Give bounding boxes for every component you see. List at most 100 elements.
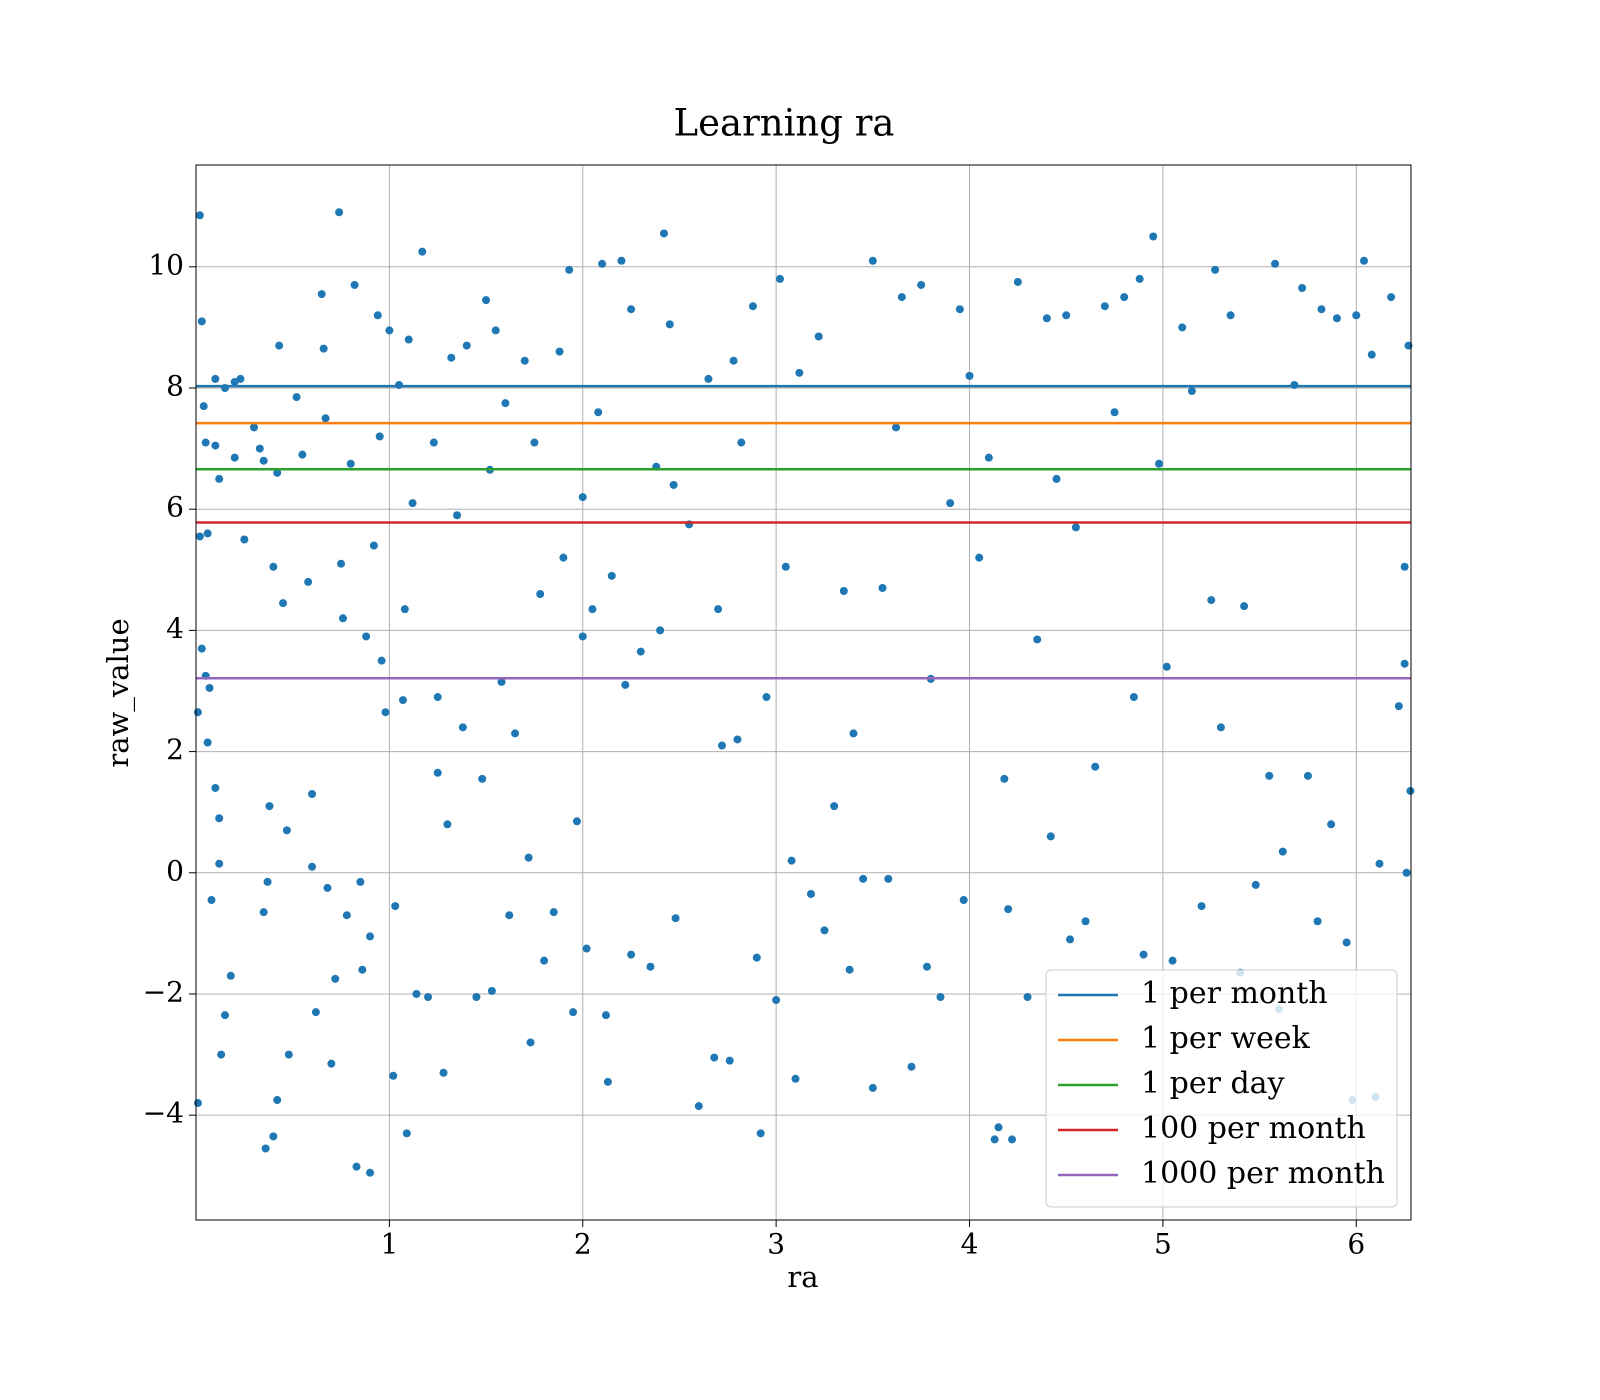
point bbox=[205, 683, 214, 692]
point bbox=[265, 802, 274, 811]
point bbox=[694, 1102, 703, 1111]
point bbox=[795, 368, 804, 377]
point bbox=[578, 632, 587, 641]
point bbox=[710, 1053, 719, 1062]
point bbox=[453, 511, 462, 520]
point bbox=[868, 1083, 877, 1092]
point bbox=[1240, 602, 1249, 611]
point bbox=[424, 993, 433, 1002]
point bbox=[756, 1129, 765, 1138]
point bbox=[1207, 596, 1216, 605]
point bbox=[511, 729, 520, 738]
point bbox=[1139, 950, 1148, 959]
point bbox=[282, 826, 291, 835]
point bbox=[603, 1077, 612, 1086]
point bbox=[402, 1129, 411, 1138]
point bbox=[439, 1068, 448, 1077]
point bbox=[1129, 693, 1138, 702]
point bbox=[308, 790, 317, 799]
point bbox=[240, 535, 249, 544]
point bbox=[868, 256, 877, 265]
point bbox=[433, 768, 442, 777]
point bbox=[1352, 311, 1361, 320]
point bbox=[1000, 774, 1009, 783]
point bbox=[369, 541, 378, 550]
point bbox=[482, 296, 491, 305]
point bbox=[965, 371, 974, 380]
point bbox=[193, 1099, 202, 1108]
point bbox=[1375, 859, 1384, 868]
point bbox=[588, 605, 597, 614]
point bbox=[1303, 771, 1312, 780]
point bbox=[1313, 917, 1322, 926]
point bbox=[385, 326, 394, 335]
point bbox=[331, 974, 340, 983]
point bbox=[362, 632, 371, 641]
point bbox=[458, 723, 467, 732]
point bbox=[1327, 820, 1336, 829]
point bbox=[342, 911, 351, 920]
point bbox=[725, 1056, 734, 1065]
point bbox=[781, 562, 790, 571]
y-axis-label: raw_value bbox=[101, 618, 136, 767]
point bbox=[555, 347, 564, 356]
point bbox=[418, 247, 427, 256]
point bbox=[255, 444, 264, 453]
y-tick-label: −2 bbox=[143, 975, 184, 1008]
point bbox=[487, 986, 496, 995]
point bbox=[472, 993, 481, 1002]
point bbox=[412, 989, 421, 998]
point bbox=[1120, 293, 1129, 302]
point bbox=[356, 877, 365, 886]
point bbox=[1197, 902, 1206, 911]
x-tick-label: 3 bbox=[767, 1228, 785, 1261]
point bbox=[859, 874, 868, 883]
point bbox=[1149, 232, 1158, 241]
x-tick-label: 2 bbox=[574, 1228, 592, 1261]
point bbox=[250, 423, 259, 432]
y-tick-label: 6 bbox=[166, 491, 184, 524]
point bbox=[621, 680, 630, 689]
point bbox=[922, 962, 931, 971]
point bbox=[748, 302, 757, 311]
point bbox=[259, 456, 268, 465]
plot-frame bbox=[195, 164, 1412, 1221]
point bbox=[704, 374, 713, 383]
point bbox=[1162, 662, 1171, 671]
point bbox=[1100, 302, 1109, 311]
legend-label: 1 per day bbox=[1141, 1066, 1285, 1101]
point bbox=[1394, 702, 1403, 711]
point bbox=[1081, 917, 1090, 926]
point bbox=[1135, 274, 1144, 283]
legend-label: 100 per month bbox=[1141, 1111, 1366, 1146]
point bbox=[211, 783, 220, 792]
point bbox=[578, 493, 587, 502]
point bbox=[327, 1059, 336, 1068]
point bbox=[1226, 311, 1235, 320]
point bbox=[787, 856, 796, 865]
x-tick-label: 5 bbox=[1154, 1228, 1172, 1261]
point bbox=[549, 908, 558, 917]
x-tick-label: 1 bbox=[380, 1228, 398, 1261]
point bbox=[375, 432, 384, 441]
point bbox=[207, 896, 216, 905]
point bbox=[1317, 305, 1326, 314]
point bbox=[526, 1038, 535, 1047]
point bbox=[1178, 323, 1187, 332]
point bbox=[714, 605, 723, 614]
point bbox=[1367, 350, 1376, 359]
point bbox=[955, 305, 964, 314]
point bbox=[975, 553, 984, 562]
x-tick-label: 4 bbox=[961, 1228, 979, 1261]
point bbox=[1298, 284, 1307, 293]
point bbox=[259, 908, 268, 917]
point bbox=[273, 468, 282, 477]
point bbox=[275, 341, 284, 350]
point bbox=[279, 599, 288, 608]
point bbox=[520, 356, 529, 365]
chart-title: Learning ra bbox=[674, 102, 895, 145]
point bbox=[323, 883, 332, 892]
point bbox=[197, 317, 206, 326]
point bbox=[1342, 938, 1351, 947]
